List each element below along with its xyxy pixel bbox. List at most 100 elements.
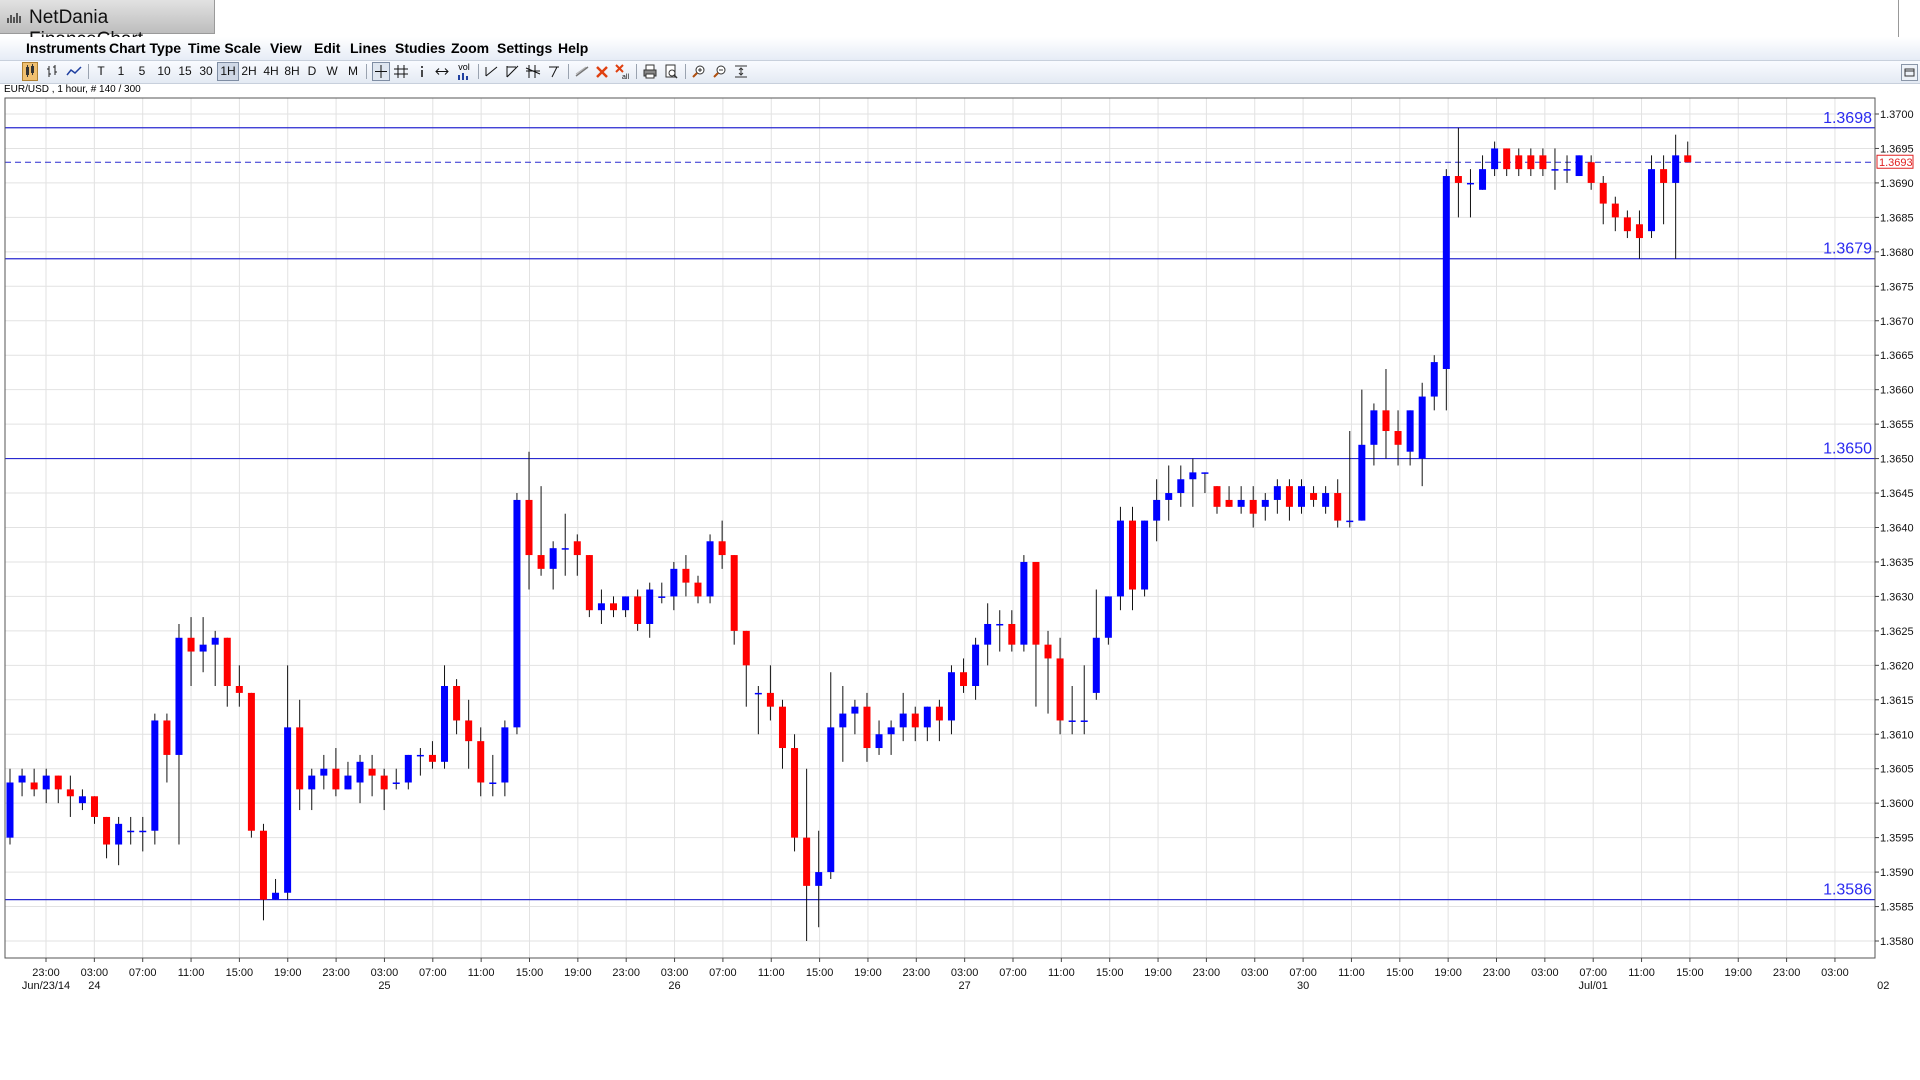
candle-body <box>1044 644 1052 659</box>
menu-help[interactable]: Help <box>558 40 589 56</box>
menu-view[interactable]: View <box>270 40 302 56</box>
candle-body <box>284 727 292 893</box>
zoom-in-icon[interactable] <box>691 63 707 80</box>
candle-body <box>211 637 219 645</box>
candle-body <box>1672 155 1680 183</box>
timeframe-tick[interactable]: T <box>97 64 105 78</box>
date-label: 27 <box>959 980 971 992</box>
y-tick-label: 1.3660 <box>1880 385 1914 397</box>
horizontal-line-label: 1.3679 <box>1823 241 1872 258</box>
candle-body <box>1189 472 1197 480</box>
timeframe-30min[interactable]: 30 <box>199 64 213 78</box>
candle-body <box>1503 148 1511 170</box>
x-tick-label: 15:00 <box>806 967 834 979</box>
candle-body <box>766 692 774 707</box>
candle-body <box>1225 499 1233 507</box>
toolbar: T 1 5 10 15 30 1H 2H 4H 8H D W M vol all <box>0 61 1920 84</box>
candle-body <box>1563 169 1571 171</box>
candle-body <box>1611 203 1619 218</box>
timeframe-2hour[interactable]: 2H <box>241 64 257 78</box>
candle-body <box>1406 410 1414 452</box>
timeframe-8hour[interactable]: 8H <box>284 64 300 78</box>
trendline-tool-icon[interactable] <box>484 63 500 80</box>
status-area <box>0 998 1920 1080</box>
line-chart-icon[interactable] <box>66 63 82 80</box>
menu-studies[interactable]: Studies <box>395 40 446 56</box>
price-axis[interactable]: 1.3580 1.3585 1.3590 1.3595 1.3600 1.3605 1.36… <box>1875 109 1914 948</box>
candle-body <box>1068 720 1076 722</box>
x-tick-label: 15:00 <box>1676 967 1704 979</box>
arrow-tool-icon[interactable] <box>546 63 562 80</box>
time-axis[interactable]: 23:00 03:00 07:00 11:00 15:00 19:00 23:00 03:00… <box>22 958 1890 992</box>
timeframe-10min[interactable]: 10 <box>157 64 171 78</box>
candle-body <box>30 782 38 790</box>
chart-app-icon <box>7 13 21 23</box>
candle-body <box>223 637 231 687</box>
menu-time-scale[interactable]: Time Scale <box>188 40 261 56</box>
candle-body <box>947 672 955 721</box>
zoom-fit-icon[interactable] <box>733 63 749 80</box>
menu-chart-type[interactable]: Chart Type <box>109 40 182 56</box>
candle-body <box>1660 169 1668 183</box>
menu-settings[interactable]: Settings <box>497 40 553 56</box>
timeframe-1hour[interactable]: 1H <box>217 62 239 81</box>
timeframe-1min[interactable]: 1 <box>117 64 125 78</box>
candle-body <box>839 713 847 728</box>
candle-body <box>754 692 762 695</box>
x-tick-label: 19:00 <box>564 967 592 979</box>
x-tick-label: 03:00 <box>1531 967 1559 979</box>
window-icon <box>1904 68 1915 77</box>
delete-drawing-icon[interactable] <box>594 63 610 80</box>
timeframe-15min[interactable]: 15 <box>178 64 192 78</box>
delete-all-drawings-icon[interactable]: all <box>614 63 630 81</box>
candle-body <box>90 796 98 817</box>
candle-body <box>561 548 569 550</box>
x-tick-label: 23:00 <box>32 967 60 979</box>
fibonacci-tool-icon[interactable] <box>525 63 541 80</box>
volume-icon[interactable]: vol <box>456 63 472 80</box>
crosshair-icon[interactable] <box>372 62 390 81</box>
timeframe-day[interactable]: D <box>307 64 317 78</box>
candle-body <box>730 555 738 631</box>
candle-body <box>139 830 147 833</box>
timeframe-week[interactable]: W <box>326 64 338 78</box>
y-tick-label: 1.3680 <box>1880 247 1914 259</box>
candle-body <box>1213 486 1221 507</box>
candle-body <box>103 816 111 845</box>
chart-settings-button[interactable] <box>1901 64 1918 81</box>
menu-lines[interactable]: Lines <box>350 40 387 56</box>
timeframe-5min[interactable]: 5 <box>138 64 146 78</box>
horizontal-lines[interactable]: 1.3698 1.3679 1.3650 1.3586 <box>5 110 1875 901</box>
candle-body <box>1648 169 1656 232</box>
toolbar-separator <box>636 64 637 79</box>
info-icon[interactable] <box>414 63 430 80</box>
instrument-info: EUR/USD , 1 hour, # 140 / 300 <box>4 84 141 95</box>
scroll-horizontal-icon[interactable] <box>434 63 450 80</box>
candle-body <box>344 775 352 790</box>
x-tick-label: 07:00 <box>999 967 1027 979</box>
candle-body <box>1479 169 1487 190</box>
menu-edit[interactable]: Edit <box>314 40 341 56</box>
menu-zoom[interactable]: Zoom <box>451 40 490 56</box>
date-label: 25 <box>378 980 390 992</box>
candle-body <box>585 555 593 611</box>
x-tick-label: 19:00 <box>1434 967 1462 979</box>
x-tick-label: 03:00 <box>951 967 979 979</box>
menu-instruments[interactable]: Instruments <box>26 40 107 56</box>
fan-lines-icon[interactable] <box>504 63 520 80</box>
grid-icon[interactable] <box>393 63 409 80</box>
window-tab[interactable]: NetDania FinanceChart <box>0 0 215 50</box>
x-tick-label: 15:00 <box>1386 967 1414 979</box>
candle-body <box>115 823 123 845</box>
candlestick-chart-icon[interactable] <box>22 62 38 81</box>
print-preview-icon[interactable] <box>663 63 679 80</box>
candle-body <box>1370 410 1378 445</box>
print-icon[interactable] <box>642 63 658 80</box>
bar-chart-icon[interactable] <box>44 63 60 80</box>
timeframe-4hour[interactable]: 4H <box>263 64 279 78</box>
pencil-line-icon[interactable] <box>574 63 590 80</box>
candle-body <box>1394 431 1402 445</box>
zoom-out-icon[interactable] <box>712 63 728 80</box>
timeframe-month[interactable]: M <box>348 64 358 78</box>
